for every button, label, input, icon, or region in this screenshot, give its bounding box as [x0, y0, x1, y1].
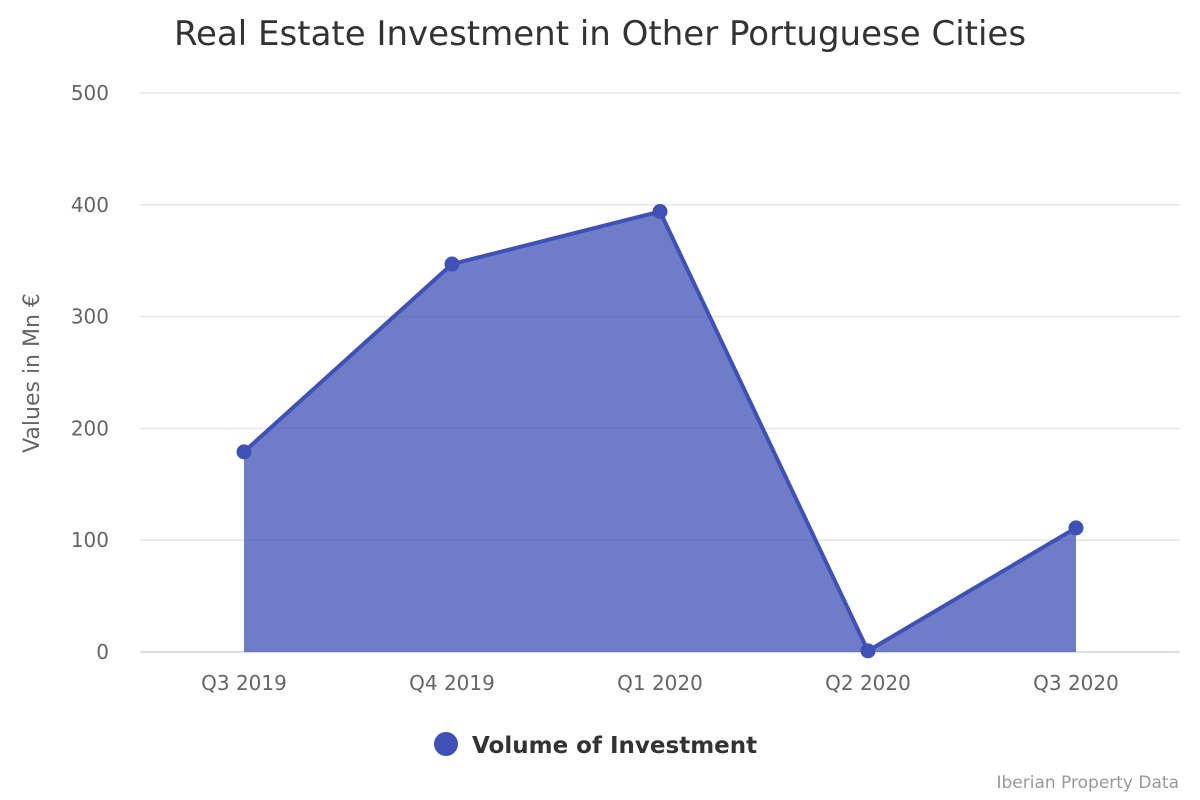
data-point-marker[interactable] — [444, 256, 460, 272]
x-tick-label: Q2 2020 — [825, 671, 911, 695]
x-tick-label: Q3 2020 — [1033, 671, 1119, 695]
x-tick-label: Q1 2020 — [617, 671, 703, 695]
data-point-marker[interactable] — [236, 444, 252, 460]
x-tick-label: Q4 2019 — [409, 671, 495, 695]
y-tick-label: 300 — [71, 305, 109, 329]
legend-marker-icon[interactable] — [434, 732, 458, 756]
legend-item-label[interactable]: Volume of Investment — [472, 733, 757, 759]
x-tick-label: Q3 2019 — [201, 671, 287, 695]
y-tick-label: 500 — [71, 81, 109, 105]
chart-title: Real Estate Investment in Other Portugue… — [173, 14, 1027, 54]
data-point-marker[interactable] — [1068, 520, 1084, 536]
y-tick-label: 100 — [71, 528, 109, 552]
area-fill — [244, 211, 1076, 652]
y-tick-label: 400 — [71, 193, 109, 217]
y-axis-title: Values in Mn € — [20, 293, 45, 453]
y-tick-label: 200 — [71, 416, 109, 440]
data-point-marker[interactable] — [860, 643, 876, 659]
credits-link[interactable]: Iberian Property Data — [996, 773, 1179, 793]
data-point-marker[interactable] — [652, 204, 668, 220]
y-tick-label: 0 — [96, 640, 109, 664]
